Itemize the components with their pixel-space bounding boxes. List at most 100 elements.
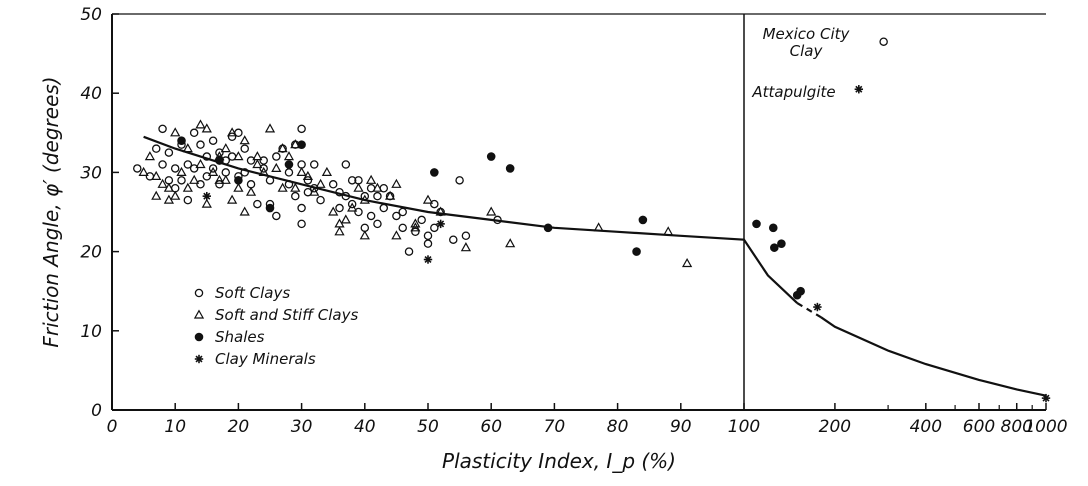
shale-point: [215, 156, 224, 165]
shale-point: [284, 160, 294, 169]
soft-clay-point: [272, 152, 281, 161]
soft-clay-point: [215, 180, 224, 189]
soft-clay-point: [133, 164, 142, 173]
soft-clay-point: [196, 140, 205, 149]
soft-clay-point: [202, 172, 212, 181]
x-tick-label: 30: [291, 417, 313, 437]
x-tick-label: 200: [819, 417, 851, 437]
trend-line-solid: [143, 135, 798, 304]
soft-clay-point: [151, 144, 161, 153]
legend-marker-soft-stiff-clay-point: [193, 309, 205, 319]
soft-stiff-clay-point: [277, 143, 288, 153]
x-tick-label: 10: [164, 417, 186, 437]
soft-clay-point: [493, 215, 502, 225]
soft-stiff-clay-point: [138, 166, 149, 176]
soft-clay-point: [253, 199, 262, 209]
legend-label: Shales: [215, 328, 265, 346]
soft-stiff-clay-point: [359, 194, 370, 204]
soft-clay-point: [449, 235, 458, 244]
trend-line-dashed: [796, 302, 822, 319]
soft-stiff-clay-point: [302, 170, 314, 180]
soft-stiff-clay-point: [214, 174, 225, 184]
shale-point: [430, 168, 439, 177]
x-tick-label: 0: [107, 417, 118, 437]
clay-mineral-point: [202, 191, 211, 201]
soft-clay-point: [423, 239, 433, 248]
soft-clay-point: [347, 176, 357, 185]
soft-stiff-clay-point: [359, 230, 370, 240]
shale-point: [265, 203, 275, 213]
soft-stiff-clay-point: [353, 182, 364, 192]
soft-stiff-clay-point: [593, 222, 604, 232]
data-points: [133, 85, 1051, 403]
legend-label: Clay Minerals: [215, 350, 316, 368]
annotation-mexico-city-clay: Mexico City: [763, 25, 851, 43]
soft-stiff-clay-point: [182, 143, 193, 153]
soft-clay-point: [158, 160, 167, 169]
soft-stiff-clay-point: [195, 158, 206, 169]
soft-stiff-clay-point: [239, 135, 250, 145]
shale-point: [777, 239, 786, 248]
soft-clay-point: [183, 195, 193, 205]
soft-stiff-clay-point: [220, 143, 231, 153]
soft-clay-point: [297, 219, 306, 229]
soft-stiff-clay-point: [176, 166, 187, 176]
x-axis-title: Plasticity Index, I_p (%): [442, 449, 676, 473]
shale-point: [770, 243, 779, 252]
soft-stiff-clay-point: [233, 182, 244, 192]
shale-point: [297, 140, 306, 149]
soft-clay-point: [341, 160, 351, 169]
soft-clay-point: [240, 144, 249, 153]
soft-stiff-clay-point: [151, 170, 162, 180]
soft-stiff-clay-point: [384, 190, 396, 200]
y-tick-label: 30: [80, 163, 102, 183]
soft-clay-point: [265, 176, 275, 185]
x-tick-label: 90: [670, 417, 692, 437]
shale-point: [768, 223, 778, 233]
soft-stiff-clay-point: [321, 166, 333, 176]
soft-stiff-clay-point: [296, 166, 307, 176]
y-tick-label: 50: [80, 5, 102, 25]
soft-stiff-clay-point: [252, 151, 263, 161]
soft-clay-point: [366, 211, 376, 221]
soft-stiff-clay-point: [365, 174, 377, 184]
soft-clay-point: [164, 148, 174, 157]
soft-clay-point: [303, 176, 313, 185]
legend-marker-soft-clay-point: [194, 288, 204, 298]
soft-clay-point: [170, 164, 180, 173]
soft-stiff-clay-point: [422, 194, 434, 204]
soft-clay-point: [379, 203, 389, 213]
soft-clay-point: [461, 231, 471, 241]
shale-point: [543, 223, 553, 233]
soft-stiff-clay-point: [144, 151, 156, 161]
clay-mineral-point: [813, 302, 822, 312]
soft-clay-point: [354, 207, 363, 217]
clay-mineral-point: [854, 85, 864, 94]
soft-clay-point: [328, 180, 338, 189]
soft-clay-point: [392, 211, 401, 221]
y-tick-label: 40: [80, 84, 102, 104]
soft-clay-point: [335, 187, 344, 197]
soft-stiff-clay-point: [170, 190, 181, 200]
x-tick-label: 100: [728, 417, 760, 437]
soft-stiff-clay-point: [283, 151, 295, 161]
soft-clay-point: [297, 203, 306, 213]
soft-clay-point: [259, 164, 268, 173]
shale-point: [638, 215, 648, 225]
trend-line: [143, 135, 1047, 397]
soft-stiff-clay-point: [201, 123, 212, 133]
soft-stiff-clay-point: [315, 178, 326, 188]
soft-clay-point: [246, 156, 256, 165]
soft-stiff-clay-point: [220, 174, 231, 184]
y-tick-label: 10: [80, 322, 102, 342]
soft-clay-point: [316, 195, 325, 205]
clay-mineral-point: [423, 255, 433, 264]
x-tick-label: 70: [544, 417, 566, 437]
clay-mineral-point: [436, 219, 445, 229]
soft-stiff-clay-point: [239, 206, 250, 216]
soft-clay-point: [404, 247, 414, 256]
soft-stiff-clay-point: [340, 214, 351, 224]
soft-stiff-clay-point: [258, 166, 269, 176]
soft-clay-point: [189, 128, 199, 138]
